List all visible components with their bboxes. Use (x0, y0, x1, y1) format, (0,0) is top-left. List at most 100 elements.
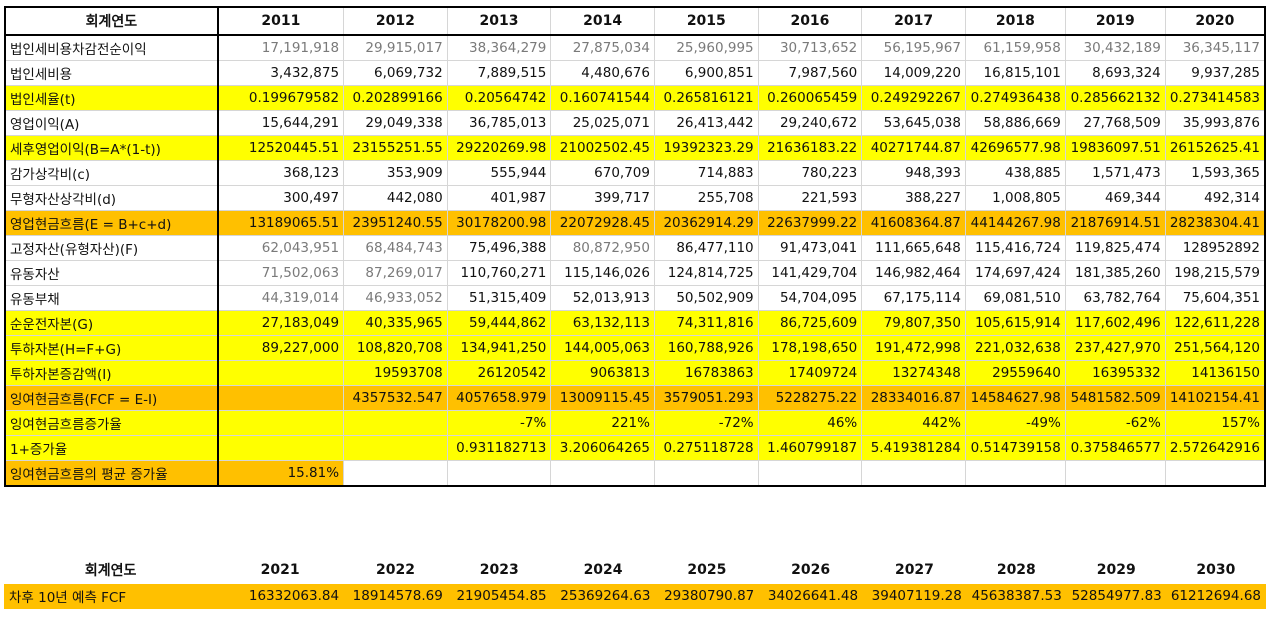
value-cell[interactable]: 714,883 (653, 160, 759, 186)
value-cell[interactable]: 198,215,579 (1164, 260, 1266, 286)
value-cell[interactable]: 16395332 (1064, 360, 1166, 386)
value-cell[interactable]: 119,825,474 (1064, 235, 1166, 261)
value-cell[interactable]: 35,993,876 (1164, 110, 1266, 136)
value-cell[interactable]: 5.419381284 (861, 435, 966, 461)
value-cell[interactable]: 438,885 (964, 160, 1066, 186)
value-cell[interactable]: 26120542 (446, 360, 552, 386)
value-cell[interactable]: -49% (964, 410, 1066, 436)
value-cell[interactable]: 368,123 (217, 160, 345, 186)
value-cell[interactable]: -72% (653, 410, 759, 436)
year-header-cell[interactable]: 2015 (653, 6, 759, 36)
value-cell[interactable]: 13274348 (861, 360, 966, 386)
value-cell[interactable]: 237,427,970 (1064, 335, 1166, 361)
value-cell[interactable]: 36,785,013 (446, 110, 552, 136)
value-cell[interactable]: 221% (550, 410, 655, 436)
value-cell[interactable]: 22637999.22 (757, 210, 863, 236)
value-cell[interactable]: 1.460799187 (757, 435, 863, 461)
value-cell[interactable]: 0.260065459 (757, 85, 863, 111)
value-cell[interactable]: 105,615,914 (964, 310, 1066, 336)
value-cell[interactable]: 19593708 (343, 360, 448, 386)
value-cell[interactable]: 9,937,285 (1164, 60, 1266, 86)
value-cell[interactable]: 25,025,071 (550, 110, 655, 136)
value-cell[interactable]: 75,496,388 (446, 235, 552, 261)
forecast-value-cell[interactable]: 39407119.28 (862, 583, 967, 609)
forecast-value-cell[interactable]: 16332063.84 (216, 583, 345, 609)
value-cell[interactable] (653, 460, 759, 487)
value-cell[interactable]: 4357532.547 (343, 385, 448, 411)
value-cell[interactable]: 221,032,638 (964, 335, 1066, 361)
year-header-cell[interactable]: 2019 (1064, 6, 1166, 36)
value-cell[interactable] (217, 360, 345, 386)
value-cell[interactable]: 12520445.51 (217, 135, 345, 161)
value-cell[interactable]: 191,472,998 (861, 335, 966, 361)
value-cell[interactable]: 44144267.98 (964, 210, 1066, 236)
value-cell[interactable]: 117,602,496 (1064, 310, 1166, 336)
value-cell[interactable]: 27,183,049 (217, 310, 345, 336)
value-cell[interactable]: 68,484,743 (343, 235, 448, 261)
row-label-cell[interactable]: 유동자산 (4, 260, 219, 286)
forecast-value-cell[interactable]: 34026641.48 (758, 583, 864, 609)
value-cell[interactable]: 4057658.979 (446, 385, 552, 411)
forecast-value-cell[interactable]: 21905454.85 (446, 583, 552, 609)
value-cell[interactable]: 670,709 (550, 160, 655, 186)
value-cell[interactable]: 41608364.87 (861, 210, 966, 236)
value-cell[interactable]: 1,593,365 (1164, 160, 1266, 186)
row-label-cell[interactable]: 감가상각비(c) (4, 160, 219, 186)
value-cell[interactable]: 54,704,095 (757, 285, 863, 311)
value-cell[interactable]: 174,697,424 (964, 260, 1066, 286)
forecast-value-cell[interactable]: 61212694.68 (1165, 583, 1266, 609)
value-cell[interactable]: 160,788,926 (653, 335, 759, 361)
forecast-value-cell[interactable]: 45638387.53 (965, 583, 1067, 609)
year-header-cell[interactable]: 2011 (217, 6, 345, 36)
value-cell[interactable]: 0.514739158 (964, 435, 1066, 461)
value-cell[interactable]: 50,502,909 (653, 285, 759, 311)
value-cell[interactable]: 19392323.29 (653, 135, 759, 161)
forecast-row-label[interactable]: 차후 10년 예측 FCF (3, 583, 218, 609)
value-cell[interactable]: 28238304.41 (1164, 210, 1266, 236)
value-cell[interactable]: 7,889,515 (446, 60, 552, 86)
forecast-year-cell[interactable]: 2022 (343, 556, 448, 584)
value-cell[interactable]: 16783863 (653, 360, 759, 386)
value-cell[interactable]: 0.199679582 (217, 85, 345, 111)
value-cell[interactable]: 61,159,958 (964, 34, 1066, 61)
value-cell[interactable]: 53,645,038 (861, 110, 966, 136)
value-cell[interactable]: 44,319,014 (217, 285, 345, 311)
value-cell[interactable] (217, 385, 345, 411)
value-cell[interactable]: 29559640 (964, 360, 1066, 386)
value-cell[interactable]: 17409724 (757, 360, 863, 386)
value-cell[interactable]: 27,768,509 (1064, 110, 1166, 136)
year-header-cell[interactable]: 2013 (446, 6, 552, 36)
row-label-cell[interactable]: 잉여현금흐름의 평균 증가율 (4, 460, 219, 487)
forecast-year-cell[interactable]: 2028 (965, 556, 1067, 584)
value-cell[interactable]: 5481582.509 (1064, 385, 1166, 411)
value-cell[interactable]: 111,665,648 (861, 235, 966, 261)
row-label-cell[interactable]: 세후영업이익(B=A*(1-t)) (4, 135, 219, 161)
value-cell[interactable]: 0.265816121 (653, 85, 759, 111)
value-cell[interactable] (343, 410, 448, 436)
value-cell[interactable]: 26152625.41 (1164, 135, 1266, 161)
value-cell[interactable]: 1,008,805 (964, 185, 1066, 211)
value-cell[interactable]: 442,080 (343, 185, 448, 211)
value-cell[interactable]: 26,413,442 (653, 110, 759, 136)
row-label-cell[interactable]: 1+증가율 (4, 435, 219, 461)
value-cell[interactable]: 0.931182713 (446, 435, 552, 461)
value-cell[interactable]: 555,944 (446, 160, 552, 186)
value-cell[interactable]: 23951240.55 (343, 210, 448, 236)
value-cell[interactable]: 14102154.41 (1164, 385, 1266, 411)
value-cell[interactable]: 14584627.98 (964, 385, 1066, 411)
value-cell[interactable]: 9063813 (550, 360, 655, 386)
value-cell[interactable]: 16,815,101 (964, 60, 1066, 86)
value-cell[interactable]: 469,344 (1064, 185, 1166, 211)
forecast-year-cell[interactable]: 2021 (216, 556, 345, 584)
value-cell[interactable]: 51,315,409 (446, 285, 552, 311)
value-cell[interactable]: 38,364,279 (446, 34, 552, 61)
row-label-cell[interactable]: 무형자산상각비(d) (4, 185, 219, 211)
value-cell[interactable]: 3579051.293 (653, 385, 759, 411)
row-label-cell[interactable]: 잉여현금흐름(FCF = E-I) (4, 385, 219, 411)
forecast-value-cell[interactable]: 25369264.63 (550, 583, 656, 609)
forecast-value-cell[interactable]: 29380790.87 (654, 583, 760, 609)
forecast-year-cell[interactable]: 2030 (1165, 556, 1266, 584)
value-cell[interactable]: -62% (1064, 410, 1166, 436)
value-cell[interactable]: -7% (446, 410, 552, 436)
value-cell[interactable]: 492,314 (1164, 185, 1266, 211)
